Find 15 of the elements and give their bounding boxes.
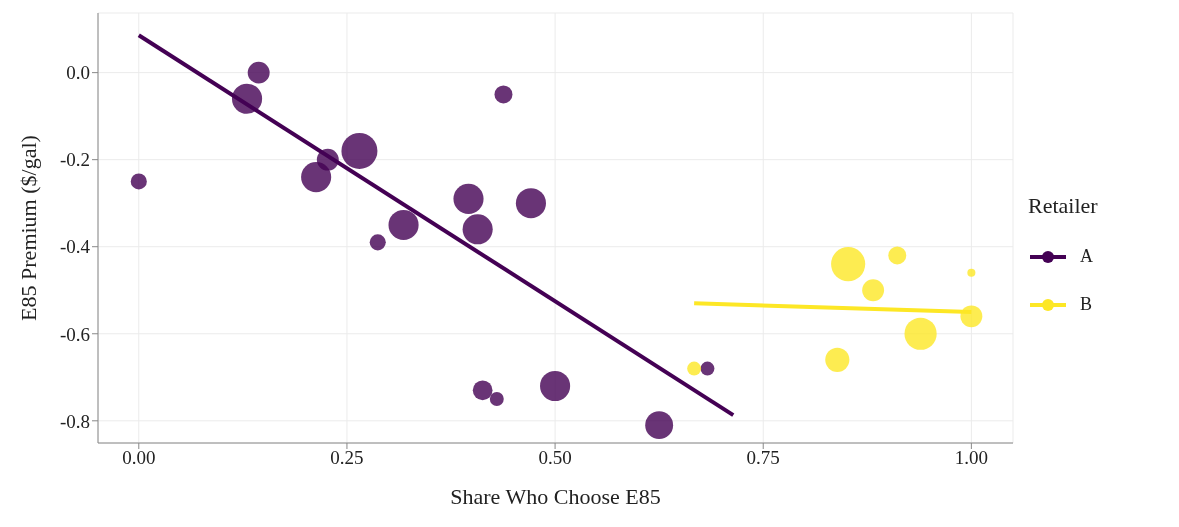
x-tick-label: 0.50 [538,447,572,469]
x-tick-label: 0.25 [330,447,364,469]
x-tick-label: 0.75 [746,447,780,469]
y-axis-title: E85 Premium ($/gal) [15,135,41,321]
x-tick-label: 1.00 [954,447,988,469]
legend-label: B [1080,294,1093,315]
y-tick-label: -0.8 [59,410,90,432]
x-tick-label: 0.00 [122,447,156,469]
y-tick-label: -0.4 [59,236,91,258]
legend-label: A [1080,246,1093,267]
x-axis-title: Share Who Choose E85 [450,483,661,509]
y-tick-label: -0.2 [59,149,90,171]
y-tick-label: 0.0 [66,62,90,84]
y-tick-label: -0.6 [59,323,90,345]
legend-title: Retailer [1028,192,1098,219]
